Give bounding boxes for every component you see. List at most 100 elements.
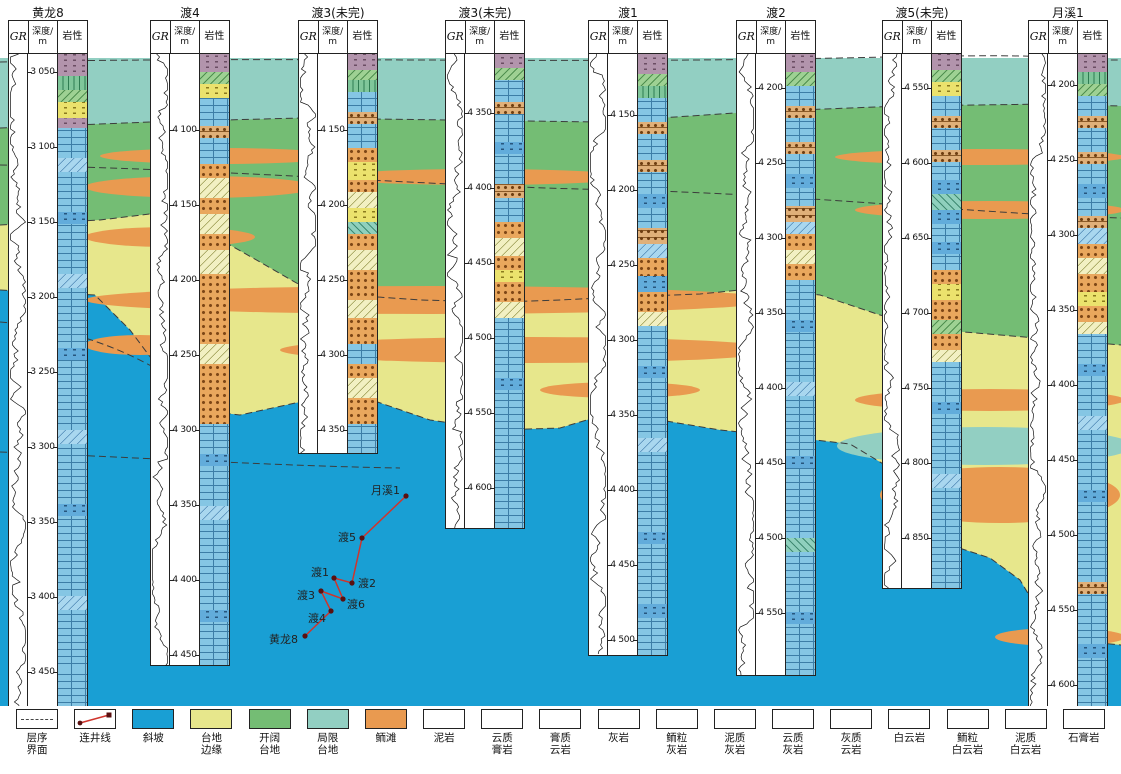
- depth-label: 4 350: [1050, 305, 1075, 315]
- depth-tick: [53, 372, 57, 373]
- gr-track: [298, 53, 318, 454]
- lith-segment-yzhy: [58, 596, 87, 610]
- depth-label: 4 300: [758, 233, 783, 243]
- lith-segment-elhy: [200, 126, 229, 138]
- lith-segment-hy: [932, 128, 961, 150]
- lith-segment-elhy: [1078, 216, 1107, 228]
- lith-segment-gzyy: [932, 70, 961, 82]
- lith-segment-yzgy: [786, 538, 815, 552]
- lithology-header-label: 岩性: [62, 31, 83, 42]
- depth-header-label: 深度/m: [1049, 21, 1078, 53]
- lith-segment-hy: [58, 128, 87, 158]
- depth-label: 4 600: [1050, 680, 1075, 690]
- well-name: 渡2: [766, 6, 786, 20]
- depth-tick: [343, 430, 347, 431]
- lith-segment-hy: [58, 610, 87, 670]
- depth-label: 4 250: [610, 260, 635, 270]
- depth-tick: [1048, 535, 1052, 536]
- lith-segment-hy: [58, 360, 87, 430]
- lithology-track: [786, 54, 816, 676]
- lith-segment-nzbyy: [58, 102, 87, 118]
- gr-header-label: GR: [883, 21, 903, 53]
- lithology-header-label: 岩性: [204, 31, 225, 42]
- lithology-header-label: 岩性: [1082, 31, 1103, 42]
- gr-header-label: GR: [737, 21, 757, 53]
- well-body: 4 550 4 600 4 650 4 700 4 750 4 800 4 850: [882, 53, 962, 589]
- depth-label: 4 150: [610, 110, 635, 120]
- lith-segment-hy: [58, 288, 87, 348]
- depth-tick: [1073, 160, 1077, 161]
- depth-tick: [781, 88, 785, 89]
- lith-segment-gzyy: [200, 72, 229, 84]
- legend-swatch: [830, 709, 873, 729]
- lith-segment-hy: [638, 452, 667, 532]
- depth-tick: [318, 205, 322, 206]
- depth-label: 4 500: [610, 635, 635, 645]
- depth-tick: [195, 505, 199, 506]
- lith-segment-hy: [786, 552, 815, 612]
- depth-tick: [608, 640, 612, 641]
- depth-label: 4 300: [172, 425, 197, 435]
- depth-label: 4 250: [172, 350, 197, 360]
- depth-tick: [1073, 685, 1077, 686]
- lith-segment-hy: [932, 414, 961, 474]
- lith-segment-yzhy: [58, 430, 87, 444]
- depth-tick: [633, 190, 637, 191]
- depth-tick: [608, 115, 612, 116]
- lith-segment-hy: [638, 98, 667, 122]
- lith-segment-gzyy: [495, 68, 524, 80]
- depth-tick: [927, 163, 931, 164]
- depth-label: 3 400: [30, 592, 55, 602]
- depth-label: 4 800: [904, 458, 929, 468]
- lith-segment-nzhy: [638, 532, 667, 544]
- depth-tick: [633, 640, 637, 641]
- lith-segment-hy: [495, 80, 524, 102]
- lith-segment-hy: [1078, 430, 1107, 490]
- lith-segment-hy: [348, 344, 377, 364]
- well-track-headers: GR 深度/m 岩性: [445, 20, 525, 54]
- well-name: 渡5(未完): [895, 6, 949, 20]
- depth-label: 4 400: [1050, 380, 1075, 390]
- lith-segment-hy: [638, 618, 667, 655]
- depth-header-line1: 深度/: [174, 27, 196, 37]
- well-connection-line: [304, 495, 407, 637]
- well-location-label: 月溪1: [371, 484, 400, 497]
- depth-label: 4 850: [904, 533, 929, 543]
- lith-segment-nzbyy: [348, 208, 377, 222]
- depth-label: 4 550: [758, 608, 783, 618]
- lith-segment-hy: [786, 154, 815, 174]
- well-name: 月溪1: [1052, 6, 1084, 20]
- lith-segment-hy: [786, 280, 815, 320]
- lith-segment-elbyy: [200, 274, 229, 344]
- legend-swatch: [248, 709, 291, 729]
- lith-segment-yzhy: [200, 506, 229, 520]
- legend-item: 石膏岩: [1061, 709, 1107, 744]
- legend-swatch: [1004, 709, 1047, 729]
- lithology-track: [932, 54, 962, 589]
- well-location-dot: [403, 493, 409, 499]
- gr-track: [736, 53, 756, 676]
- legend-label: 鲕滩: [375, 732, 397, 744]
- lith-segment-hy: [1078, 96, 1107, 116]
- legend-swatch: [772, 709, 815, 729]
- lith-segment-elhy: [348, 112, 377, 124]
- gr-curve: [738, 53, 754, 676]
- legend-item: 灰岩: [596, 709, 642, 744]
- legend-swatch: [655, 709, 698, 729]
- depth-header-line1: 深度/: [322, 27, 344, 37]
- well-track-headers: GR 深度/m 岩性: [736, 20, 816, 54]
- well-location-dot: [318, 588, 324, 594]
- depth-header-line1: 深度/: [760, 27, 782, 37]
- well-location-label: 渡4: [308, 611, 326, 625]
- depth-tick: [1048, 385, 1052, 386]
- lith-segment-hy: [786, 468, 815, 538]
- lithology-track: [58, 54, 88, 709]
- lithology-track: [495, 54, 525, 529]
- depth-tick: [1073, 460, 1077, 461]
- gr-header-label: GR: [151, 21, 171, 53]
- well-name: 渡4: [180, 6, 200, 20]
- facies-restricted-platform-region: [0, 58, 1121, 128]
- legend-label: 膏质 云岩: [549, 732, 571, 756]
- depth-tick: [633, 415, 637, 416]
- legend-swatch: [539, 709, 582, 729]
